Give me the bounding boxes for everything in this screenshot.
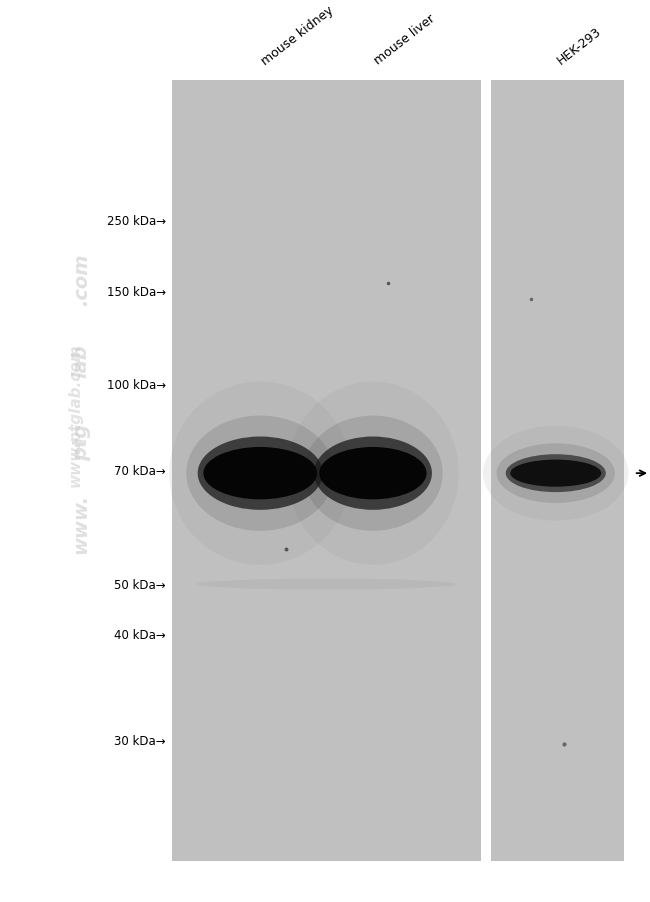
Text: mouse liver: mouse liver xyxy=(371,13,437,68)
Ellipse shape xyxy=(303,416,443,531)
Ellipse shape xyxy=(506,455,606,492)
Bar xyxy=(172,81,481,861)
Text: www.ptglab.com: www.ptglab.com xyxy=(67,343,83,487)
Text: 70 kDa→: 70 kDa→ xyxy=(114,465,166,478)
Text: 250 kDa→: 250 kDa→ xyxy=(107,216,166,228)
Ellipse shape xyxy=(314,437,432,511)
Text: 100 kDa→: 100 kDa→ xyxy=(107,379,166,392)
Ellipse shape xyxy=(198,437,323,511)
Ellipse shape xyxy=(187,416,334,531)
Text: mouse kidney: mouse kidney xyxy=(259,4,336,68)
Text: 50 kDa→: 50 kDa→ xyxy=(114,578,166,591)
Ellipse shape xyxy=(203,447,317,500)
Ellipse shape xyxy=(319,447,426,500)
Text: 150 kDa→: 150 kDa→ xyxy=(107,285,166,299)
Ellipse shape xyxy=(497,444,615,503)
Ellipse shape xyxy=(483,427,629,521)
Text: 40 kDa→: 40 kDa→ xyxy=(114,629,166,641)
Ellipse shape xyxy=(510,460,601,487)
Bar xyxy=(491,81,624,861)
Text: www.: www. xyxy=(72,493,91,553)
Ellipse shape xyxy=(287,382,459,566)
Text: lab: lab xyxy=(72,344,91,378)
Text: .com: .com xyxy=(72,253,91,306)
Ellipse shape xyxy=(196,579,456,590)
Text: ptg: ptg xyxy=(72,423,91,461)
Ellipse shape xyxy=(169,382,351,566)
Text: 30 kDa→: 30 kDa→ xyxy=(114,734,166,747)
Text: HEK-293: HEK-293 xyxy=(554,25,603,68)
